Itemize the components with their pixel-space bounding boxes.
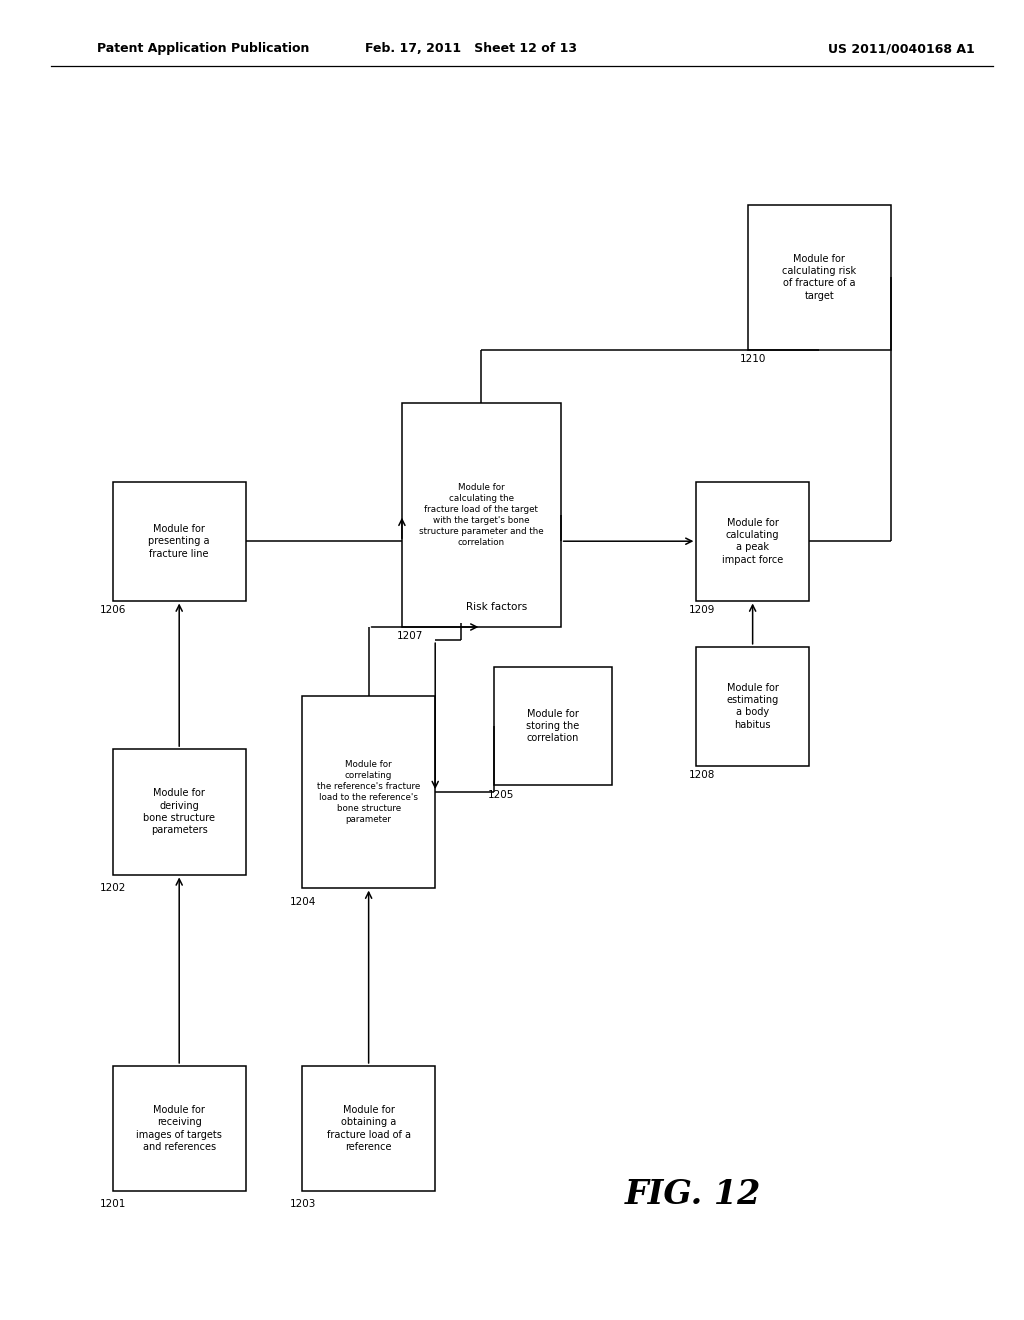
FancyBboxPatch shape [401,403,561,627]
Text: Module for
obtaining a
fracture load of a
reference: Module for obtaining a fracture load of … [327,1105,411,1152]
FancyBboxPatch shape [495,667,612,785]
Text: Module for
receiving
images of targets
and references: Module for receiving images of targets a… [136,1105,222,1152]
FancyBboxPatch shape [696,647,809,766]
Text: 1204: 1204 [290,896,316,907]
Text: Module for
calculating
a peak
impact force: Module for calculating a peak impact for… [722,517,783,565]
Text: 1209: 1209 [689,605,716,615]
Text: 1202: 1202 [99,883,126,894]
Text: US 2011/0040168 A1: US 2011/0040168 A1 [827,42,975,55]
Text: 1207: 1207 [397,631,424,642]
FancyBboxPatch shape [113,1067,246,1191]
Text: Module for
presenting a
fracture line: Module for presenting a fracture line [148,524,210,558]
Text: FIG. 12: FIG. 12 [625,1177,761,1212]
FancyBboxPatch shape [302,1067,435,1191]
Text: 1201: 1201 [99,1199,126,1209]
Text: Module for
estimating
a body
habitus: Module for estimating a body habitus [726,682,779,730]
FancyBboxPatch shape [696,482,809,601]
Text: 1206: 1206 [99,605,126,615]
FancyBboxPatch shape [748,205,891,350]
Text: Module for
storing the
correlation: Module for storing the correlation [526,709,580,743]
Text: Module for
correlating
the reference's fracture
load to the reference's
bone str: Module for correlating the reference's f… [317,760,420,824]
Text: 1203: 1203 [290,1199,316,1209]
Text: Risk factors: Risk factors [466,602,527,612]
Text: 1208: 1208 [689,770,716,780]
FancyBboxPatch shape [113,482,246,601]
Text: 1205: 1205 [487,789,514,800]
Text: Patent Application Publication: Patent Application Publication [97,42,309,55]
Text: Module for
calculating the
fracture load of the target
with the target's bone
st: Module for calculating the fracture load… [419,483,544,546]
Text: 1210: 1210 [739,354,766,364]
Text: Module for
deriving
bone structure
parameters: Module for deriving bone structure param… [143,788,215,836]
FancyBboxPatch shape [113,750,246,874]
Text: Module for
calculating risk
of fracture of a
target: Module for calculating risk of fracture … [782,253,856,301]
Text: Feb. 17, 2011   Sheet 12 of 13: Feb. 17, 2011 Sheet 12 of 13 [365,42,578,55]
FancyBboxPatch shape [302,697,435,887]
